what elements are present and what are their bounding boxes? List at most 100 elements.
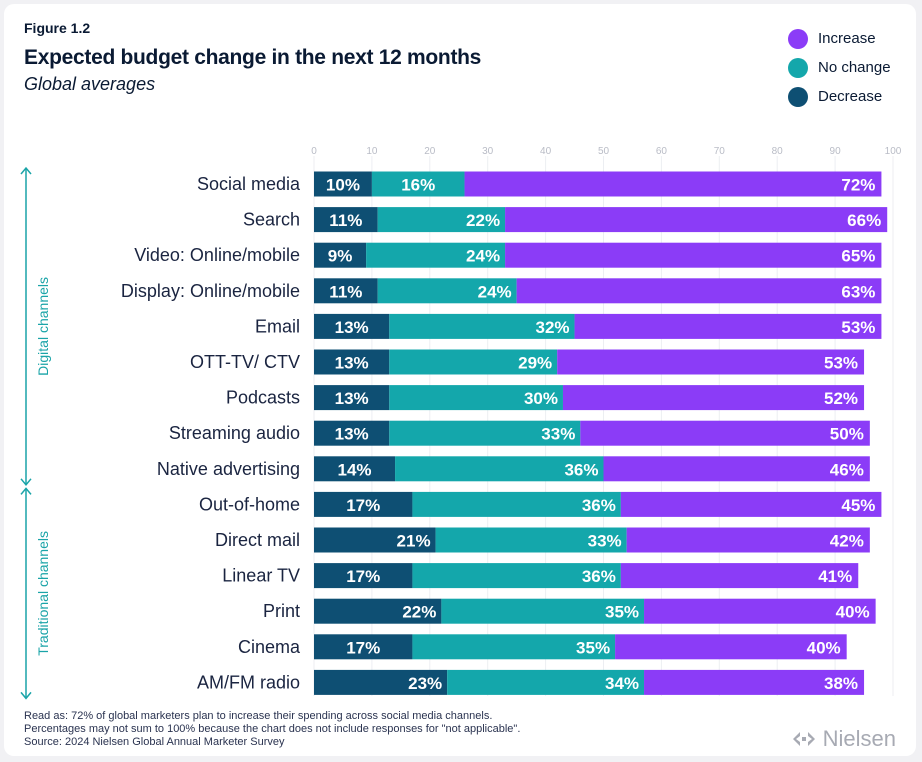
data-label-no-change-ott-tv-ctv: 29% bbox=[518, 354, 552, 373]
category-label-out-of-home: Out-of-home bbox=[199, 494, 300, 514]
data-label-decrease-social-media: 10% bbox=[326, 176, 360, 195]
bar-decrease-video-online-mobile bbox=[314, 242, 367, 268]
bar-no-change-linear-tv bbox=[412, 563, 621, 589]
data-label-decrease-linear-tv: 17% bbox=[346, 567, 380, 586]
legend-item-increase: Increase bbox=[788, 24, 891, 53]
category-label-social-media: Social media bbox=[197, 174, 301, 194]
data-label-increase-cinema: 40% bbox=[807, 638, 841, 657]
figure-label: Figure 1.2 bbox=[24, 20, 91, 36]
bar-decrease-am-fm-radio bbox=[314, 669, 448, 695]
data-label-decrease-native-advertising: 14% bbox=[338, 460, 372, 479]
bar-decrease-print bbox=[314, 598, 442, 624]
data-label-decrease-podcasts: 13% bbox=[335, 389, 369, 408]
data-label-no-change-cinema: 35% bbox=[576, 638, 610, 657]
bar-no-change-print bbox=[441, 598, 645, 624]
bar-no-change-podcasts bbox=[389, 385, 563, 411]
data-label-decrease-am-fm-radio: 23% bbox=[408, 674, 442, 693]
data-label-increase-direct-mail: 42% bbox=[830, 532, 864, 551]
bar-no-change-search bbox=[377, 207, 506, 233]
chart-card bbox=[4, 4, 916, 756]
data-label-no-change-am-fm-radio: 34% bbox=[605, 674, 639, 693]
bar-increase-search bbox=[505, 207, 888, 233]
data-label-increase-podcasts: 52% bbox=[824, 389, 858, 408]
data-label-decrease-video-online-mobile: 9% bbox=[328, 247, 353, 266]
bar-decrease-social-media bbox=[314, 171, 372, 197]
data-label-no-change-direct-mail: 33% bbox=[588, 532, 622, 551]
bar-no-change-native-advertising bbox=[395, 456, 604, 482]
bar-no-change-cinema bbox=[412, 634, 616, 660]
legend-swatch-no-change bbox=[788, 57, 808, 78]
bar-decrease-podcasts bbox=[314, 385, 390, 411]
bar-decrease-direct-mail bbox=[314, 527, 436, 553]
data-label-no-change-video-online-mobile: 24% bbox=[466, 247, 500, 266]
bar-increase-streaming-audio bbox=[580, 420, 870, 446]
bar-no-change-ott-tv-ctv bbox=[389, 349, 558, 375]
x-tick-label-50: 50 bbox=[598, 146, 610, 157]
x-tick-label-0: 0 bbox=[311, 146, 317, 157]
x-tick-label-10: 10 bbox=[366, 146, 378, 157]
legend-swatch-increase bbox=[788, 28, 808, 49]
bar-decrease-out-of-home bbox=[314, 491, 413, 517]
data-label-no-change-linear-tv: 36% bbox=[582, 567, 616, 586]
data-label-increase-search: 66% bbox=[847, 211, 881, 230]
data-label-no-change-print: 35% bbox=[605, 603, 639, 622]
nielsen-logo-text: Nielsen bbox=[822, 726, 896, 751]
legend-item-decrease: Decrease bbox=[788, 82, 891, 111]
bar-increase-native-advertising bbox=[603, 456, 870, 482]
bar-decrease-native-advertising bbox=[314, 456, 396, 482]
legend-label-decrease: Decrease bbox=[818, 88, 883, 105]
bar-no-change-direct-mail bbox=[435, 527, 627, 553]
bar-increase-email bbox=[574, 313, 882, 339]
bar-decrease-streaming-audio bbox=[314, 420, 390, 446]
data-label-no-change-out-of-home: 36% bbox=[582, 496, 616, 515]
bar-increase-print bbox=[644, 598, 876, 624]
data-label-decrease-cinema: 17% bbox=[346, 638, 380, 657]
x-tick-label-30: 30 bbox=[482, 146, 494, 157]
bar-increase-cinema bbox=[615, 634, 847, 660]
category-label-print: Print bbox=[263, 601, 300, 621]
bar-increase-ott-tv-ctv bbox=[557, 349, 865, 375]
data-label-increase-am-fm-radio: 38% bbox=[824, 674, 858, 693]
legend-swatch-decrease bbox=[788, 86, 808, 107]
bar-no-change-video-online-mobile bbox=[366, 242, 506, 268]
category-label-ott-tv-ctv: OTT-TV/ CTV bbox=[190, 352, 300, 372]
category-label-direct-mail: Direct mail bbox=[215, 530, 300, 550]
category-label-email: Email bbox=[255, 316, 300, 336]
x-tick-label-20: 20 bbox=[424, 146, 436, 157]
data-label-increase-linear-tv: 41% bbox=[818, 567, 852, 586]
data-label-no-change-native-advertising: 36% bbox=[564, 460, 598, 479]
category-label-search: Search bbox=[243, 210, 300, 230]
bar-increase-display-online-mobile bbox=[516, 278, 882, 304]
data-label-no-change-email: 32% bbox=[536, 318, 570, 337]
bar-increase-podcasts bbox=[562, 385, 865, 411]
bar-no-change-out-of-home bbox=[412, 491, 621, 517]
data-label-increase-social-media: 72% bbox=[841, 176, 875, 195]
category-label-podcasts: Podcasts bbox=[226, 388, 300, 408]
data-label-decrease-display-online-mobile: 11% bbox=[329, 282, 362, 301]
data-label-increase-out-of-home: 45% bbox=[841, 496, 875, 515]
bar-increase-video-online-mobile bbox=[505, 242, 882, 268]
bar-increase-social-media bbox=[464, 171, 882, 197]
data-label-decrease-direct-mail: 21% bbox=[397, 532, 431, 551]
group-label-digital-channels: Digital channels bbox=[35, 277, 51, 376]
data-label-no-change-podcasts: 30% bbox=[524, 389, 558, 408]
data-label-increase-print: 40% bbox=[836, 603, 870, 622]
x-tick-label-70: 70 bbox=[714, 146, 726, 157]
footnote-read-as: Read as: 72% of global marketers plan to… bbox=[24, 710, 493, 722]
data-label-decrease-streaming-audio: 13% bbox=[335, 425, 369, 444]
bar-decrease-display-online-mobile bbox=[314, 278, 378, 304]
bar-no-change-social-media bbox=[371, 171, 465, 197]
bar-decrease-ott-tv-ctv bbox=[314, 349, 390, 375]
x-tick-label-60: 60 bbox=[656, 146, 668, 157]
footnote-source: Source: 2024 Nielsen Global Annual Marke… bbox=[24, 736, 285, 748]
data-label-increase-video-online-mobile: 65% bbox=[841, 247, 875, 266]
legend-label-increase: Increase bbox=[818, 30, 876, 47]
x-tick-label-90: 90 bbox=[830, 146, 842, 157]
category-label-native-advertising: Native advertising bbox=[157, 459, 300, 479]
legend-label-no-change: No change bbox=[818, 59, 891, 76]
category-label-streaming-audio: Streaming audio bbox=[169, 423, 300, 443]
data-label-increase-display-online-mobile: 63% bbox=[841, 282, 875, 301]
bar-increase-direct-mail bbox=[626, 527, 870, 553]
category-label-linear-tv: Linear TV bbox=[222, 566, 300, 586]
